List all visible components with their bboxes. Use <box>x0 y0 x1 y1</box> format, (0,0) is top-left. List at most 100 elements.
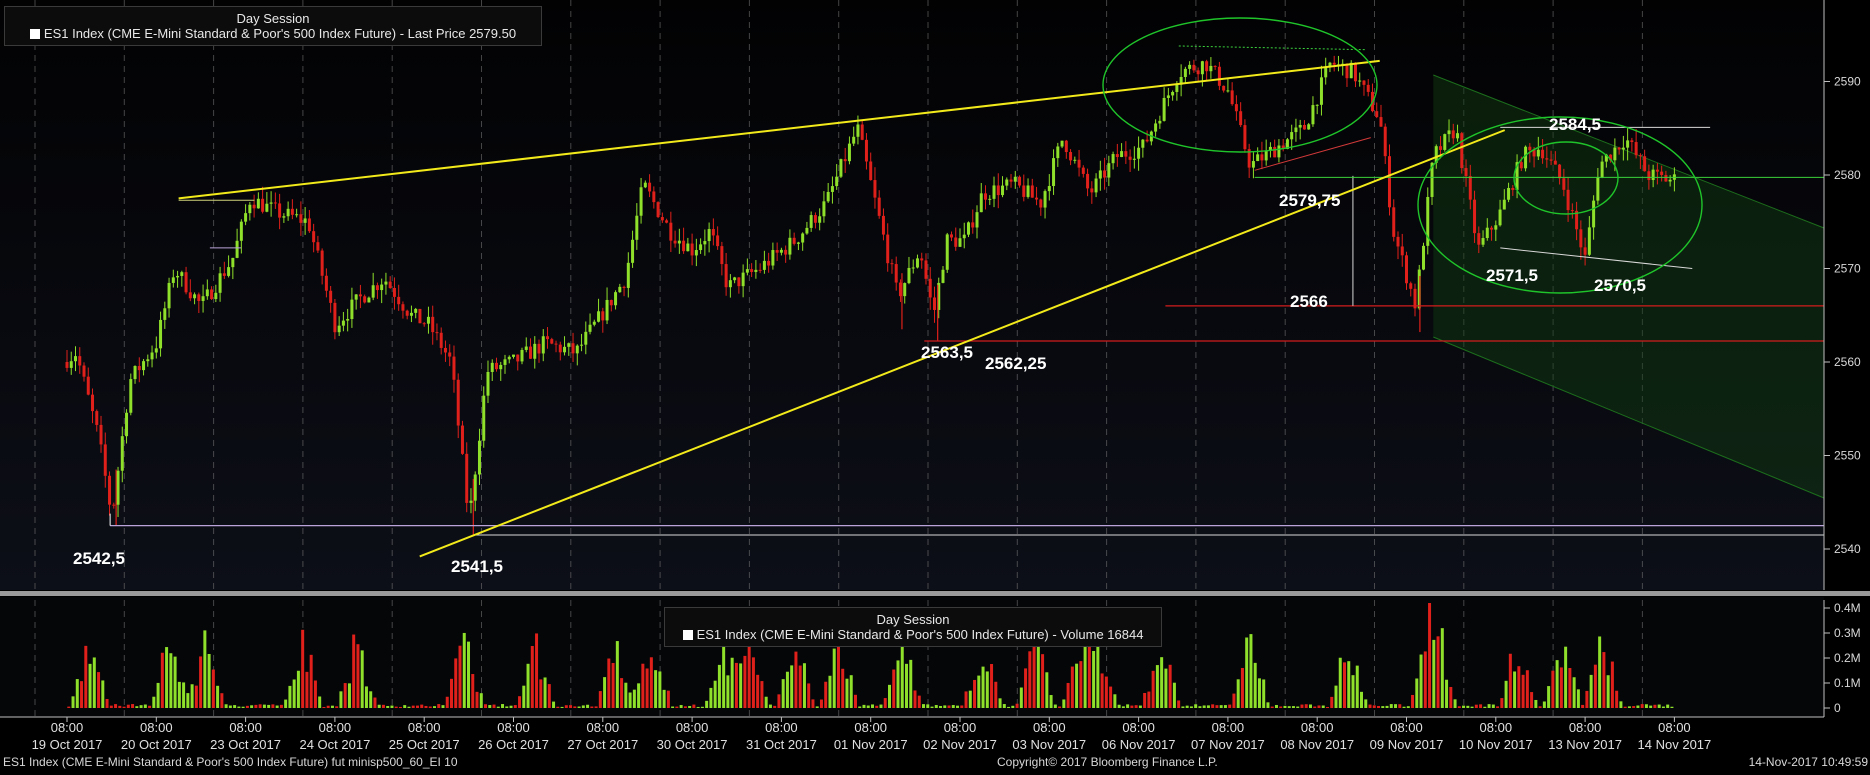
candle-body <box>303 218 307 223</box>
candle-body <box>205 289 209 297</box>
candle-body <box>941 269 945 283</box>
volume-bar <box>526 663 530 708</box>
volume-bar <box>1406 706 1410 708</box>
volume-bar <box>432 706 436 708</box>
volume-bar <box>560 706 564 708</box>
candle-body <box>996 185 1000 196</box>
candle-body <box>1664 174 1668 182</box>
volume-bar <box>1236 679 1240 708</box>
candle-body <box>1128 156 1132 160</box>
candle-body <box>1103 170 1107 178</box>
candle-body <box>754 269 758 272</box>
time-axis-hour: 08:00 <box>587 720 620 735</box>
volume-bar <box>1317 705 1321 708</box>
time-axis-date: 27 Oct 2017 <box>567 737 638 752</box>
volume-bar <box>1415 678 1419 708</box>
candle-body <box>635 215 639 240</box>
price-axis-label: 2570 <box>1834 262 1861 276</box>
volume-bar <box>1615 690 1619 708</box>
candle-body <box>694 250 698 256</box>
candle-body <box>1077 159 1081 168</box>
candle-body <box>1400 246 1404 256</box>
candle-body <box>1575 210 1579 230</box>
volume-bar <box>1585 690 1589 708</box>
candle-body <box>720 246 724 265</box>
volume-bar <box>747 628 751 708</box>
candle-body <box>852 136 856 144</box>
candle-body <box>1604 154 1608 162</box>
volume-bar <box>858 706 862 708</box>
volume-bar <box>1058 706 1062 708</box>
candle-body <box>758 269 762 271</box>
candle-body <box>682 240 686 252</box>
volume-bar <box>131 704 135 708</box>
volume-bar <box>713 680 717 708</box>
annotation-label: 2579,75 <box>1279 191 1340 210</box>
candle-body <box>1387 156 1391 208</box>
candle-body <box>690 243 694 256</box>
candle-body <box>1545 158 1549 160</box>
time-axis-hour: 08:00 <box>319 720 352 735</box>
volume-bar <box>751 657 755 708</box>
candle-body <box>1638 155 1642 157</box>
volume-bar <box>1066 682 1070 708</box>
candle-body <box>486 371 490 396</box>
volume-bar <box>313 680 317 708</box>
time-axis-date: 01 Nov 2017 <box>834 737 908 752</box>
volume-bar <box>322 706 326 708</box>
volume-bar <box>866 705 870 708</box>
time-axis-hour: 08:00 <box>1033 720 1066 735</box>
top-ellipse <box>1102 17 1378 153</box>
candle-body <box>1358 80 1362 82</box>
candle-body <box>1018 176 1022 186</box>
volume-bar <box>403 705 407 708</box>
volume-bar <box>1551 670 1555 708</box>
volume-bar <box>1185 705 1189 708</box>
volume-bar <box>1330 696 1334 708</box>
candle-body <box>1647 171 1651 180</box>
volume-axis-label: 0 <box>1834 701 1841 715</box>
candle-body <box>1617 147 1621 150</box>
volume-bar <box>1215 705 1219 708</box>
volume-bar <box>641 663 645 708</box>
candle-body <box>860 124 864 140</box>
volume-bar <box>547 684 551 708</box>
candle-body <box>618 286 622 293</box>
candle-body <box>1443 134 1447 150</box>
candle-body <box>847 143 851 162</box>
time-axis-date: 13 Nov 2017 <box>1548 737 1622 752</box>
candle-body <box>452 356 456 380</box>
candle-body <box>193 294 197 299</box>
candle-body <box>384 281 388 285</box>
candle-body <box>809 215 813 228</box>
volume-bar <box>1083 621 1087 708</box>
volume-bar <box>900 644 904 708</box>
price-axis-label: 2550 <box>1834 449 1861 463</box>
volume-bars <box>67 603 1674 708</box>
candle-body <box>1264 150 1268 161</box>
volume-bar <box>756 674 760 708</box>
candle-body <box>1009 179 1013 182</box>
volume-axis-label: 0.3M <box>1834 626 1861 640</box>
time-axis-hour: 08:00 <box>1212 720 1245 735</box>
volume-bar <box>1389 704 1393 708</box>
volume-bar <box>237 706 241 708</box>
candle-body <box>597 311 601 322</box>
candle-body <box>1247 149 1251 168</box>
candle-body <box>1596 177 1600 201</box>
volume-bar <box>1619 701 1623 708</box>
volume-bar <box>773 705 777 708</box>
candle-body <box>1196 70 1200 75</box>
candle-body <box>1302 124 1306 130</box>
volume-bar <box>802 663 806 708</box>
candle-body <box>507 356 511 360</box>
volume-bar <box>1160 657 1164 708</box>
volume-bar <box>1474 704 1478 708</box>
candle-body <box>580 344 584 346</box>
candle-body <box>397 296 401 305</box>
candle-body <box>1171 91 1175 96</box>
volume-bar <box>1079 661 1083 708</box>
volume-bar <box>1338 657 1342 708</box>
volume-bar <box>1457 706 1461 708</box>
volume-bar <box>896 660 900 708</box>
